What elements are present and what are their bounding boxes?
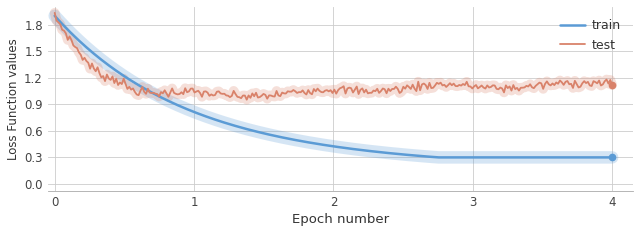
test [608, 84, 616, 86]
train [51, 14, 58, 17]
test [394, 87, 401, 90]
train [608, 156, 616, 159]
Y-axis label: Loss Function values: Loss Function values [7, 38, 20, 160]
Line: train: train [54, 16, 612, 158]
train [522, 156, 530, 159]
Line: test: test [54, 13, 612, 100]
train [383, 151, 390, 154]
train [558, 156, 566, 159]
X-axis label: Epoch number: Epoch number [292, 213, 389, 226]
test [52, 19, 60, 22]
test [243, 98, 251, 101]
test [51, 11, 58, 14]
test [383, 92, 390, 95]
Legend: train, test: train, test [554, 13, 627, 58]
train [435, 156, 443, 159]
train [392, 152, 400, 155]
train [52, 17, 60, 19]
test [558, 81, 566, 84]
test [522, 84, 530, 87]
test [385, 87, 392, 90]
train [381, 151, 388, 154]
